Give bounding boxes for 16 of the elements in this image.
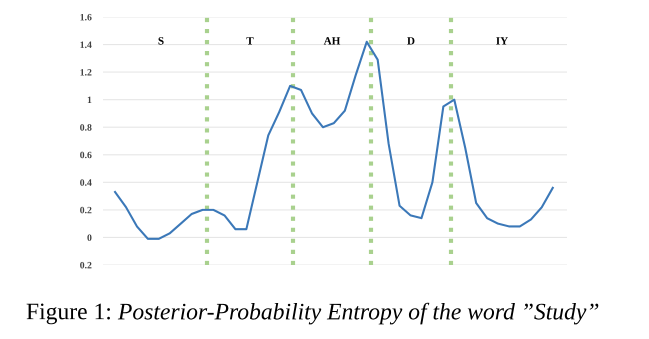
y-tick-label: 0.6 xyxy=(80,152,92,158)
y-tick-label: 0.4 xyxy=(80,179,92,186)
annotation: IY xyxy=(496,37,508,44)
y-tick-label: 1.4 xyxy=(80,42,92,48)
annotation: AH xyxy=(324,37,340,44)
annotation: S xyxy=(158,37,164,45)
y-tick-label: 0.2 xyxy=(80,206,92,214)
annotation: D xyxy=(407,37,414,44)
y-tick-label: 1 xyxy=(88,96,92,104)
y-tick-label: 1.6 xyxy=(80,14,92,21)
caption: Figure 1: Posterior-Probability Entropy of the word ”Study” xyxy=(26,302,598,324)
y-tick-label: 0.2 xyxy=(80,262,92,269)
y-tick-label: 0.8 xyxy=(80,124,92,131)
y-tick-label: 1.2 xyxy=(80,69,92,76)
y-tick-label: 0 xyxy=(87,234,92,241)
annotation: T xyxy=(246,37,254,44)
